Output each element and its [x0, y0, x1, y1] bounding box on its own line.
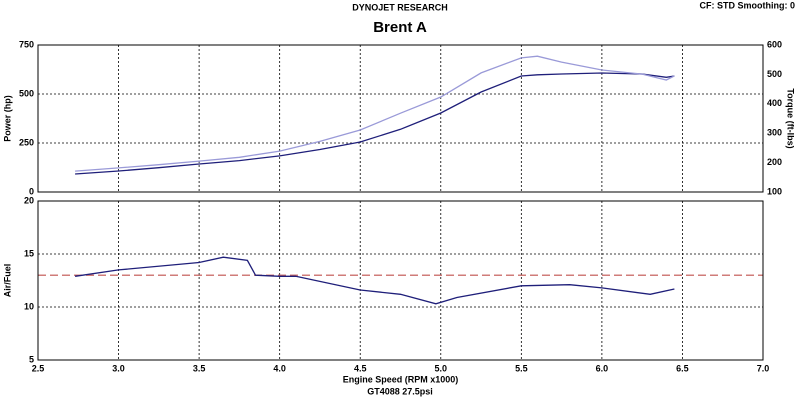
- y2-tick-label: 300: [767, 128, 782, 138]
- y-tick-label: 500: [19, 88, 34, 98]
- x-tick-label: 4.0: [273, 363, 286, 373]
- y2-tick-label: 600: [767, 39, 782, 49]
- x-tick-label: 5.5: [515, 363, 528, 373]
- y2-tick-label: 200: [767, 157, 782, 167]
- y2-tick-label: 100: [767, 186, 782, 196]
- x-tick-label: 3.0: [112, 363, 125, 373]
- y-axis-label: Air/Fuel: [2, 264, 12, 298]
- y2-axis-label: Torque (ft-lbs): [786, 88, 796, 148]
- y2-tick-label: 400: [767, 98, 782, 108]
- x-tick-label: 3.5: [193, 363, 206, 373]
- x-axis-label: Engine Speed (RPM x1000): [343, 374, 459, 384]
- chart-title: Brent A: [373, 19, 427, 36]
- y2-tick-label: 500: [767, 69, 782, 79]
- y-axis-label: Power (hp): [2, 95, 12, 142]
- plot-frame: [37, 200, 764, 361]
- y-tick-label: 15: [24, 248, 34, 258]
- x-tick-label: 4.5: [354, 363, 367, 373]
- x-tick-label: 6.5: [676, 363, 689, 373]
- source: DYNOJET RESEARCH: [352, 2, 448, 12]
- settings: CF: STD Smoothing: 0: [700, 0, 796, 10]
- y-tick-label: 5: [29, 354, 34, 364]
- y-tick-label: 0: [29, 186, 34, 196]
- x-tick-label: 5.0: [435, 363, 448, 373]
- data-line: [75, 72, 675, 175]
- x-tick-label: 6.0: [596, 363, 609, 373]
- y-tick-label: 750: [19, 39, 34, 49]
- x-tick-label: 7.0: [757, 363, 770, 373]
- y-tick-label: 10: [24, 301, 34, 311]
- data-line: [75, 256, 675, 305]
- footer: GT4088 27.5psi: [367, 386, 433, 396]
- y-tick-label: 250: [19, 137, 34, 147]
- plot-frame: [37, 44, 764, 193]
- data-line: [75, 55, 675, 172]
- y-tick-label: 20: [24, 195, 34, 205]
- x-tick-label: 2.5: [32, 363, 45, 373]
